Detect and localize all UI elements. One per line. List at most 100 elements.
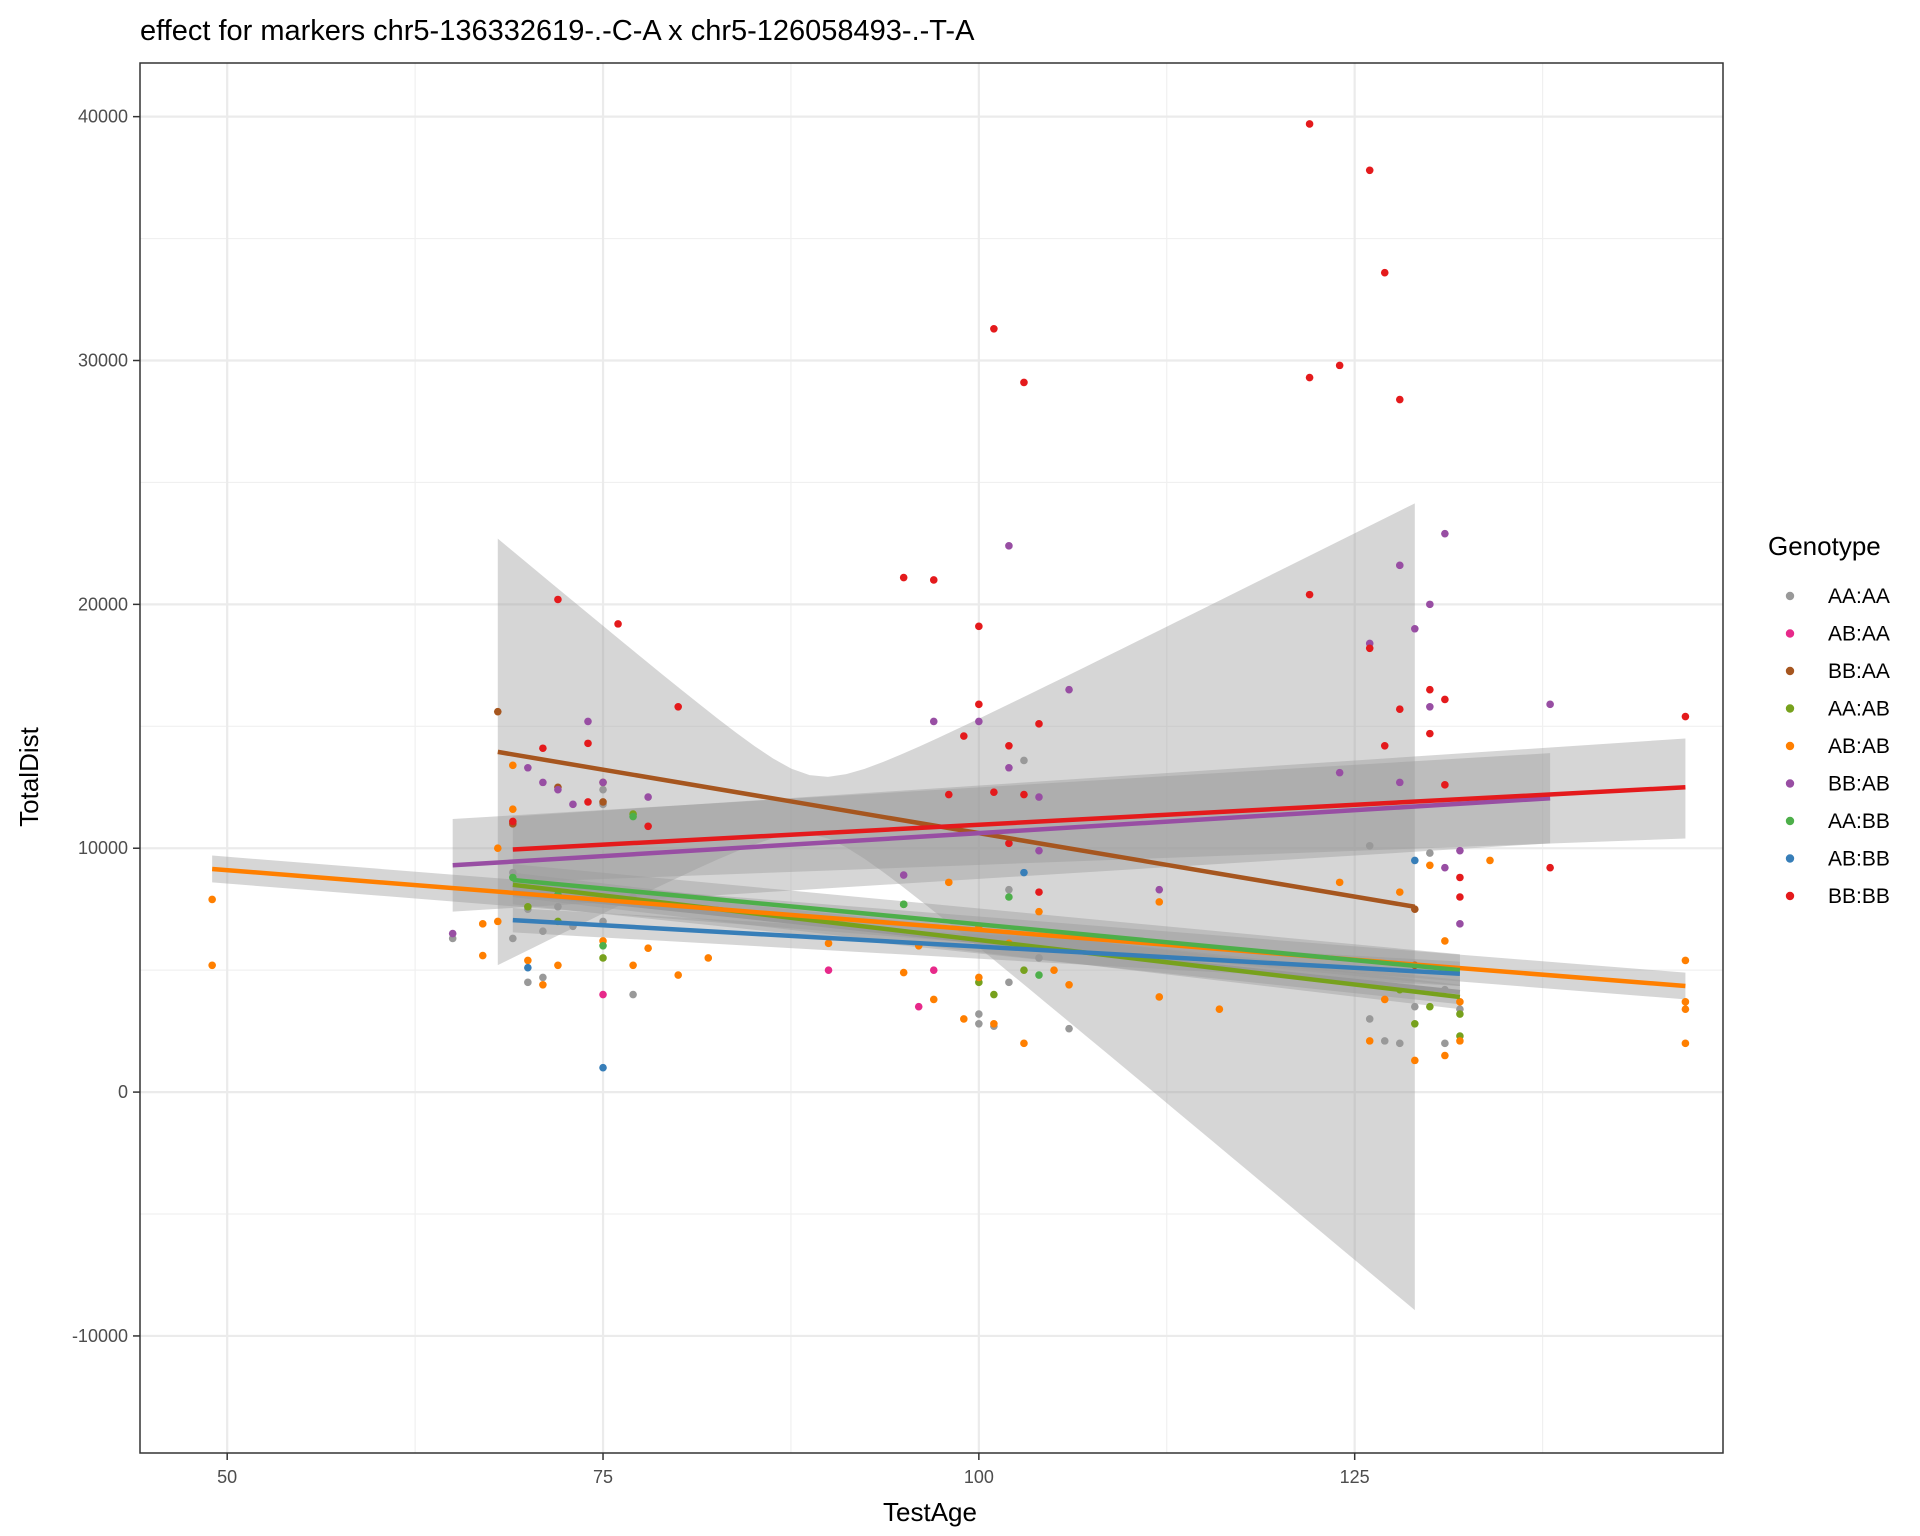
legend-item: AB:AA: [1785, 623, 1890, 646]
data-point: [990, 1020, 998, 1028]
data-point: [493, 844, 502, 853]
data-point: [208, 961, 216, 970]
data-point: [1395, 778, 1404, 787]
legend: Genotype AA:AA AB:AA BB:AA AA:AB AB:AB BB:AB A…: [1768, 531, 1890, 908]
data-point: [509, 761, 517, 770]
data-point: [493, 707, 502, 716]
y-tick-label: -10000: [72, 1326, 128, 1346]
data-point: [1441, 529, 1449, 538]
data-point: [629, 812, 637, 821]
data-point: [960, 1015, 968, 1023]
x-tick-label: 75: [593, 1467, 613, 1487]
data-point: [1395, 395, 1404, 404]
regression-line-bb-aa: [497, 749, 1416, 909]
data-point: [1065, 1024, 1073, 1033]
y-axis: -10000 0 10000 20000 30000 40000: [72, 107, 140, 1346]
data-point: [1380, 1037, 1389, 1045]
chart-title: effect for markers chr5-136332619-.-C-A …: [140, 15, 975, 47]
plot-area: 50 75 100 125 -10000 0 10000 20000 30000 40000: [72, 62, 1724, 1487]
data-point: [1365, 1037, 1374, 1045]
data-point: [584, 739, 592, 748]
data-point: [1380, 742, 1389, 750]
data-point: [1305, 590, 1314, 599]
data-point: [1365, 166, 1374, 175]
data-point: [539, 973, 547, 982]
legend-key: [1785, 854, 1795, 863]
data-point: [929, 717, 938, 726]
data-point: [448, 929, 457, 938]
data-point: [1456, 893, 1464, 901]
gridlines: [140, 63, 1723, 1453]
data-point: [975, 1020, 983, 1028]
data-point: [914, 1002, 923, 1011]
legend-item: AA:AA: [1785, 585, 1890, 608]
data-point: [1215, 1005, 1224, 1013]
data-point: [208, 895, 216, 904]
data-point: [929, 576, 938, 584]
data-point: [599, 785, 607, 794]
data-point: [1456, 846, 1464, 855]
data-point: [1486, 856, 1494, 865]
legend-title: Genotype: [1768, 531, 1881, 561]
data-point: [584, 798, 592, 806]
data-point: [1365, 644, 1374, 653]
y-tick-label: 30000: [78, 351, 128, 371]
data-point: [1546, 863, 1554, 872]
data-point: [944, 878, 953, 887]
legend-key: [1785, 591, 1795, 601]
legend-key: [1785, 629, 1795, 638]
data-point: [1035, 971, 1043, 979]
x-axis: 50 75 100 125: [217, 1453, 1370, 1487]
legend-label: BB:BB: [1828, 885, 1890, 908]
data-point: [1035, 793, 1043, 801]
legend-key: [1785, 891, 1795, 901]
legend-key: [1785, 704, 1795, 713]
confidence-bands: [212, 503, 1686, 1311]
data-point: [539, 744, 547, 753]
data-point: [1005, 978, 1013, 987]
legend-label: AA:BB: [1828, 810, 1890, 833]
data-point: [990, 788, 998, 796]
data-point: [1380, 995, 1389, 1004]
data-point: [1005, 885, 1013, 894]
data-point: [614, 620, 622, 628]
data-point: [1005, 542, 1013, 550]
data-point: [1411, 624, 1419, 633]
data-point: [478, 920, 487, 928]
data-point: [1065, 980, 1073, 989]
data-point: [1456, 998, 1464, 1006]
legend-item: AA:BB: [1785, 810, 1890, 833]
data-point: [1441, 863, 1449, 872]
y-axis-title: TotalDist: [14, 726, 44, 826]
data-point: [539, 980, 547, 989]
data-point: [1441, 695, 1449, 704]
data-point: [975, 717, 983, 726]
data-point: [478, 951, 487, 960]
legend-item: BB:BB: [1785, 885, 1890, 908]
data-point: [899, 573, 908, 582]
data-point: [1065, 685, 1073, 694]
data-point: [1426, 1002, 1434, 1011]
data-point: [1441, 937, 1449, 945]
data-point: [539, 927, 547, 935]
data-point: [599, 1063, 607, 1072]
data-point: [584, 717, 592, 726]
data-point: [1020, 790, 1028, 799]
data-point: [944, 790, 953, 799]
legend-label: BB:AA: [1828, 660, 1890, 683]
data-point: [524, 963, 532, 972]
legend-item: AB:AB: [1785, 735, 1890, 758]
data-point: [1050, 966, 1058, 974]
data-point: [1681, 1005, 1690, 1013]
data-point: [1155, 898, 1164, 906]
data-point: [1456, 873, 1464, 882]
data-point: [1020, 966, 1028, 974]
data-point: [975, 1010, 983, 1018]
legend-item: BB:AA: [1785, 660, 1890, 683]
legend-label: AA:AA: [1828, 585, 1890, 608]
data-point: [644, 822, 652, 831]
regression-line-aa-bb: [512, 877, 1461, 973]
x-axis-title: TestAge: [883, 1497, 977, 1527]
data-point: [1426, 685, 1434, 694]
data-point: [599, 990, 607, 999]
